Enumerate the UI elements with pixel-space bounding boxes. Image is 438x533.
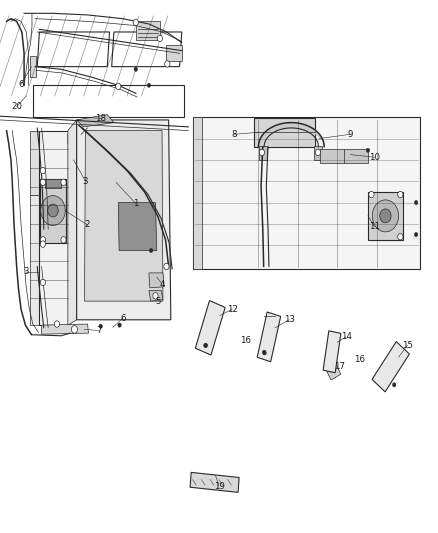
Circle shape xyxy=(262,350,266,354)
Circle shape xyxy=(48,204,58,217)
Polygon shape xyxy=(30,195,39,325)
Polygon shape xyxy=(136,21,160,40)
Polygon shape xyxy=(77,120,171,320)
Polygon shape xyxy=(257,312,281,362)
Circle shape xyxy=(133,19,138,26)
Polygon shape xyxy=(68,134,99,144)
Circle shape xyxy=(40,237,46,243)
Text: 20: 20 xyxy=(11,102,22,111)
Polygon shape xyxy=(42,324,88,334)
Circle shape xyxy=(61,179,66,185)
Circle shape xyxy=(134,67,138,71)
Text: 19: 19 xyxy=(214,482,224,490)
Circle shape xyxy=(99,324,102,328)
Text: 7: 7 xyxy=(96,326,101,335)
Text: 6: 6 xyxy=(120,314,125,322)
Polygon shape xyxy=(149,273,164,288)
Text: 10: 10 xyxy=(369,153,380,161)
Polygon shape xyxy=(77,115,114,127)
Text: 3: 3 xyxy=(83,177,88,185)
Circle shape xyxy=(263,351,266,355)
Circle shape xyxy=(40,241,46,247)
Polygon shape xyxy=(193,117,202,269)
Circle shape xyxy=(398,233,403,240)
Circle shape xyxy=(40,279,46,286)
Circle shape xyxy=(40,167,46,174)
Text: 14: 14 xyxy=(340,333,352,341)
Polygon shape xyxy=(368,192,403,240)
Text: 6: 6 xyxy=(18,80,24,88)
Text: 3: 3 xyxy=(24,268,29,276)
Text: 12: 12 xyxy=(226,305,238,313)
Polygon shape xyxy=(323,331,341,373)
Circle shape xyxy=(147,83,151,87)
Text: 1: 1 xyxy=(133,199,138,208)
Circle shape xyxy=(380,209,391,223)
Circle shape xyxy=(398,191,403,198)
Polygon shape xyxy=(166,45,182,61)
Circle shape xyxy=(149,248,153,253)
Polygon shape xyxy=(320,149,368,163)
Polygon shape xyxy=(254,118,315,147)
Text: 9: 9 xyxy=(348,130,353,139)
Polygon shape xyxy=(30,131,39,195)
Polygon shape xyxy=(39,131,68,325)
Circle shape xyxy=(315,149,321,156)
Polygon shape xyxy=(118,203,157,251)
Circle shape xyxy=(118,323,121,327)
Circle shape xyxy=(204,343,208,348)
Text: 8: 8 xyxy=(232,130,237,139)
Text: 15: 15 xyxy=(402,341,413,350)
Circle shape xyxy=(369,191,374,198)
Circle shape xyxy=(366,148,370,152)
Circle shape xyxy=(204,343,207,348)
Text: 11: 11 xyxy=(369,222,380,231)
Text: 13: 13 xyxy=(283,316,295,324)
Text: 18: 18 xyxy=(95,114,106,123)
Polygon shape xyxy=(45,179,61,188)
Text: 16: 16 xyxy=(240,336,251,344)
Circle shape xyxy=(157,35,162,42)
Circle shape xyxy=(54,321,60,327)
Polygon shape xyxy=(193,117,420,269)
Text: 17: 17 xyxy=(334,362,345,371)
Circle shape xyxy=(116,83,121,90)
Circle shape xyxy=(71,326,78,333)
Text: 5: 5 xyxy=(155,297,160,305)
Polygon shape xyxy=(30,56,36,77)
Polygon shape xyxy=(68,120,77,325)
Circle shape xyxy=(372,200,399,232)
Polygon shape xyxy=(372,342,410,392)
Polygon shape xyxy=(326,365,341,380)
Polygon shape xyxy=(149,290,163,301)
Circle shape xyxy=(164,263,169,270)
Circle shape xyxy=(40,179,46,185)
Circle shape xyxy=(61,237,66,243)
Polygon shape xyxy=(314,146,322,160)
Circle shape xyxy=(153,293,158,299)
Circle shape xyxy=(41,196,65,225)
Text: 2: 2 xyxy=(85,221,90,229)
Circle shape xyxy=(259,149,265,156)
Circle shape xyxy=(165,61,170,67)
Polygon shape xyxy=(195,301,225,355)
Polygon shape xyxy=(85,131,163,301)
Circle shape xyxy=(414,200,418,205)
Polygon shape xyxy=(40,179,66,243)
Text: 16: 16 xyxy=(353,356,365,364)
Polygon shape xyxy=(259,146,267,160)
Circle shape xyxy=(414,232,418,237)
Polygon shape xyxy=(190,472,239,492)
Circle shape xyxy=(392,383,396,387)
Text: 4: 4 xyxy=(159,280,165,288)
